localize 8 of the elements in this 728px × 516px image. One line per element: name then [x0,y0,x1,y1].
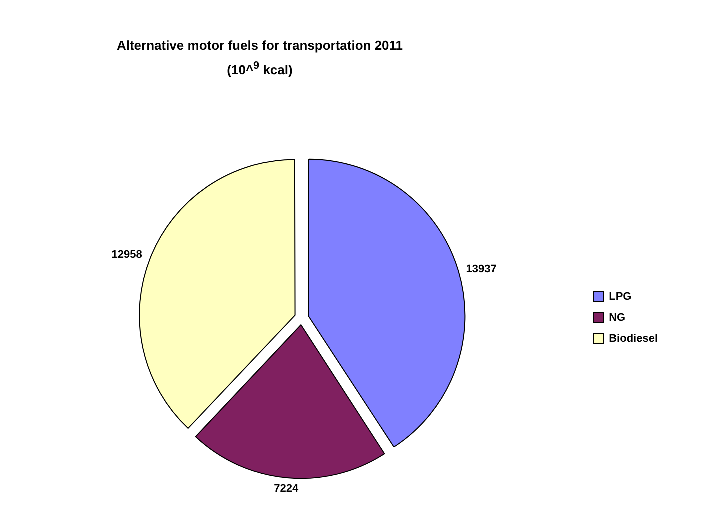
data-label: 12958 [112,248,142,261]
legend-label: Biodiesel [609,333,658,346]
legend-label: NG [609,312,626,324]
data-label: 7224 [274,482,300,495]
data-label: 13937 [466,263,497,276]
chart-subtitle: (10^$^{9}$ kcal) [226,59,294,80]
legend-label: LPG [609,291,632,304]
chart-title: Alternative motor fuels for transportation 2011 [116,37,404,55]
